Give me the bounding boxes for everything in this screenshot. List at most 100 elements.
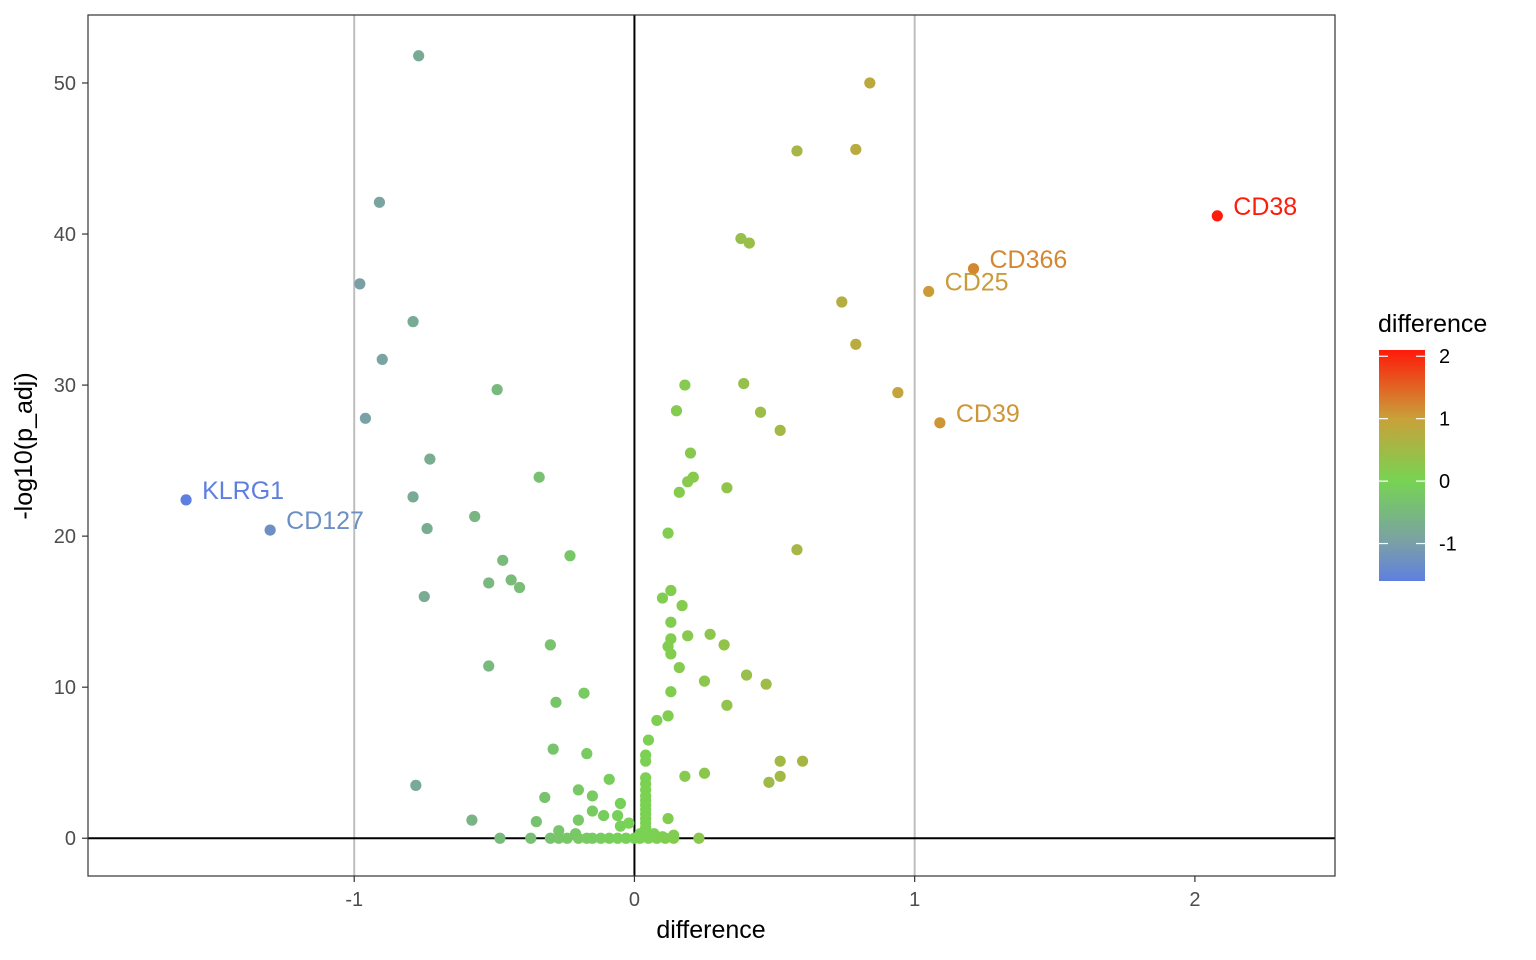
data-point: [684, 447, 697, 459]
legend-tick-label: 2: [1439, 346, 1450, 368]
data-point: [550, 696, 562, 708]
y-tick-label: 0: [65, 828, 76, 850]
data-point: [466, 814, 478, 826]
y-tick-label: 10: [54, 677, 76, 699]
data-point: [721, 699, 733, 711]
data-point: [469, 510, 481, 523]
data-point: [359, 412, 372, 424]
data-point: [483, 660, 495, 672]
point-label: CD127: [286, 507, 364, 535]
data-point: [735, 232, 747, 245]
point-label: CD39: [956, 400, 1020, 428]
data-point: [407, 316, 419, 328]
data-point: [791, 145, 803, 157]
data-point: [603, 773, 615, 785]
data-point: [662, 527, 674, 539]
data-point: [656, 592, 669, 604]
labeled-point: [967, 263, 980, 275]
data-point: [530, 816, 542, 828]
data-point: [354, 278, 366, 290]
plot-background: [88, 15, 1335, 876]
legend-ticks: 2 1 0 -1: [1379, 346, 1457, 556]
data-point: [679, 379, 691, 391]
x-tick-label: 1: [909, 889, 920, 911]
data-point: [665, 584, 677, 597]
data-point: [836, 296, 848, 308]
x-tick-label: -1: [345, 889, 363, 911]
data-point: [407, 491, 419, 503]
x-tick-label: 2: [1189, 889, 1200, 911]
legend-tick-label: 1: [1439, 409, 1450, 431]
legend: difference 2 1 0 -1: [1378, 310, 1487, 581]
data-point: [620, 832, 632, 844]
data-point: [561, 832, 573, 844]
data-point: [721, 482, 733, 494]
data-point: [421, 522, 433, 535]
data-point: [673, 661, 685, 674]
data-point: [418, 590, 430, 603]
data-point: [693, 832, 705, 844]
data-point: [544, 832, 556, 844]
data-point: [774, 770, 786, 782]
data-point: [668, 829, 680, 841]
data-point: [614, 820, 627, 832]
plot-border: [87, 14, 1336, 877]
y-tick-label: 50: [54, 73, 76, 95]
data-point: [581, 748, 593, 760]
data-point: [572, 784, 584, 796]
y-axis: 0 10 20 30 40 50: [54, 73, 88, 850]
data-point: [704, 628, 716, 640]
data-point: [665, 686, 677, 698]
data-point: [539, 791, 551, 804]
data-point: [553, 832, 565, 844]
data-point: [634, 828, 646, 840]
point-label: CD366: [990, 246, 1068, 274]
data-point: [586, 805, 599, 817]
data-point: [665, 616, 677, 628]
data-point: [483, 577, 495, 589]
data-point: [614, 797, 627, 810]
legend-tick-label: 0: [1439, 471, 1450, 493]
data-point: [718, 639, 730, 651]
data-point: [376, 353, 388, 365]
data-point: [603, 832, 615, 844]
data-point: [676, 600, 688, 612]
data-point: [670, 405, 683, 417]
data-point: [791, 544, 803, 556]
data-point: [586, 790, 599, 802]
data-point: [544, 639, 556, 651]
data-point: [598, 809, 610, 822]
point-label: CD38: [1233, 193, 1297, 221]
data-point: [525, 832, 537, 844]
data-point: [662, 813, 674, 825]
data-point: [679, 770, 691, 782]
data-point: [682, 630, 694, 642]
y-tick-label: 30: [54, 375, 76, 397]
labeled-point: [923, 285, 935, 298]
data-point: [494, 832, 506, 844]
data-point: [491, 384, 503, 396]
data-point: [760, 678, 772, 690]
data-point: [572, 814, 584, 826]
data-point: [738, 377, 750, 390]
data-point: [763, 776, 775, 788]
labeled-point: [1211, 210, 1223, 222]
data-point: [850, 338, 862, 350]
data-point: [513, 581, 526, 594]
labeled-point: [934, 417, 946, 429]
data-point: [682, 476, 694, 488]
data-point: [373, 196, 386, 208]
point-label: CD25: [945, 268, 1009, 296]
data-point: [564, 550, 576, 562]
data-point: [651, 714, 663, 727]
data-point: [774, 424, 786, 436]
data-point: [424, 453, 436, 465]
data-point: [410, 779, 422, 791]
point-label: KLRG1: [202, 477, 284, 505]
data-point: [413, 50, 425, 62]
data-point: [740, 669, 753, 681]
labeled-point: [180, 494, 192, 506]
data-point: [698, 767, 711, 779]
data-point: [796, 755, 809, 767]
